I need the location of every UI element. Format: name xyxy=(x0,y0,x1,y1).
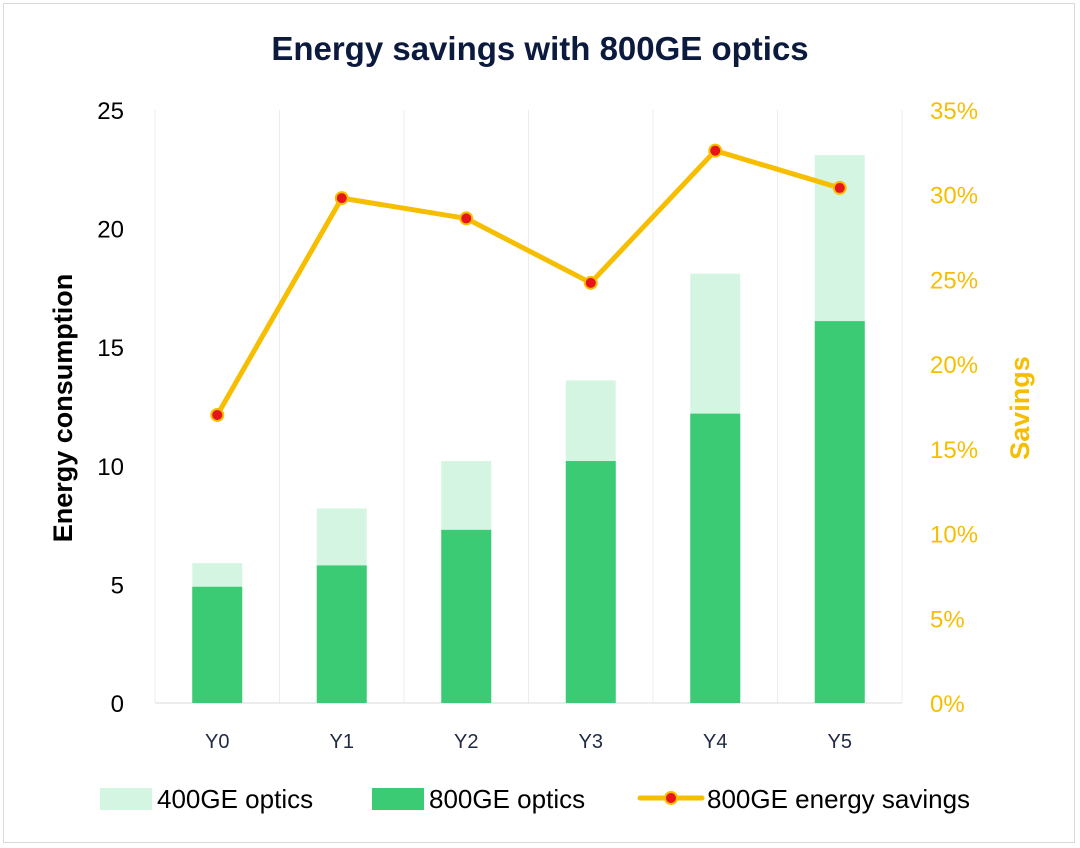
left-tick-label: 5 xyxy=(111,572,124,599)
savings-line xyxy=(210,143,847,422)
x-tick-label: Y0 xyxy=(205,731,229,753)
y-axis-label-right: Savings xyxy=(1005,356,1035,460)
bar-800ge-y1 xyxy=(316,565,367,703)
savings-polyline xyxy=(215,148,841,417)
x-tick-label: Y4 xyxy=(703,731,727,753)
x-axis-ticks: Y0 Y1 Y2 Y3 Y4 Y5 xyxy=(205,731,852,753)
bar-800ge-y3 xyxy=(565,461,616,703)
savings-point-y4 xyxy=(708,143,723,158)
right-tick-label: 30% xyxy=(930,183,978,210)
x-tick-label: Y2 xyxy=(454,731,478,753)
right-tick-label: 20% xyxy=(930,352,978,379)
x-tick-label: Y1 xyxy=(330,731,354,753)
savings-point-y5 xyxy=(832,180,847,195)
bars xyxy=(192,155,865,703)
savings-point-y1 xyxy=(334,191,349,206)
bar-800ge-y0 xyxy=(192,586,243,703)
right-tick-label: 0% xyxy=(930,691,965,718)
x-tick-label: Y3 xyxy=(579,731,603,753)
gridlines xyxy=(154,110,903,704)
bar-800ge-y4 xyxy=(690,413,741,703)
savings-point-y3 xyxy=(583,275,598,290)
x-tick-label: Y5 xyxy=(828,731,852,753)
savings-point-y2 xyxy=(459,211,474,226)
left-tick-label: 20 xyxy=(97,217,124,244)
left-axis-ticks: 0 5 10 15 20 25 xyxy=(97,98,124,718)
legend-label-savings: 800GE energy savings xyxy=(707,784,970,814)
left-tick-label: 15 xyxy=(97,335,124,362)
left-tick-label: 25 xyxy=(97,98,124,125)
legend: 400GE optics 800GE optics 800GE energy s… xyxy=(100,784,970,814)
left-tick-label: 0 xyxy=(111,691,124,718)
right-axis-ticks: 0% 5% 10% 15% 20% 25% 30% 35% xyxy=(930,98,978,718)
legend-swatch-800ge xyxy=(372,788,424,810)
savings-point-y0 xyxy=(210,407,225,422)
right-tick-label: 35% xyxy=(930,98,978,125)
y-axis-label-left: Energy consumption xyxy=(48,274,78,543)
right-tick-label: 10% xyxy=(930,522,978,549)
chart-title: Energy savings with 800GE optics xyxy=(271,30,808,67)
bar-800ge-y2 xyxy=(441,529,492,703)
legend-swatch-savings-marker xyxy=(664,791,678,805)
right-tick-label: 15% xyxy=(930,437,978,464)
left-tick-label: 10 xyxy=(97,454,124,481)
right-tick-label: 25% xyxy=(930,267,978,294)
right-tick-label: 5% xyxy=(930,606,965,633)
legend-label-800ge: 800GE optics xyxy=(429,784,585,814)
bar-800ge-y5 xyxy=(814,321,865,703)
legend-swatch-400ge xyxy=(100,788,152,810)
legend-label-400ge: 400GE optics xyxy=(157,784,313,814)
